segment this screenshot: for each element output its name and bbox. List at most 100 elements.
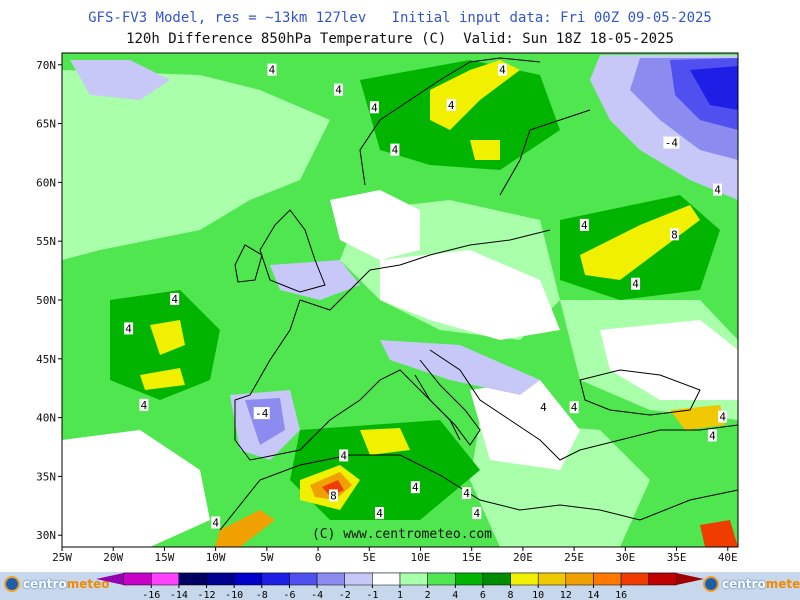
lat-label: 65N: [36, 118, 56, 131]
contour-label-box: [390, 143, 400, 156]
coast-blacksea: [579, 369, 701, 416]
contour-label: 4: [571, 401, 578, 414]
legend-label: -8: [256, 590, 268, 600]
contour-label-box: [410, 481, 420, 494]
contour-label-box: [663, 136, 680, 149]
contour-label-box: [211, 516, 221, 529]
contour-label: 4: [709, 429, 716, 442]
shade-white-sw: [62, 430, 210, 547]
contour-label: 4: [125, 322, 132, 335]
contour-label-box: [170, 293, 180, 305]
legend-label: 14: [587, 590, 599, 600]
contour-label-box: [707, 429, 717, 442]
shade-yellow-atlantic: [150, 320, 185, 355]
map-frame-group: 25W 20W 15W 10W 5W 0 5E 10E 15E 20E 25E 30E 35E 40E 7…: [36, 52, 739, 564]
contour-label: 4: [719, 411, 726, 424]
legend-label: 12: [560, 590, 572, 600]
contour-label: 4: [463, 487, 470, 500]
shade-blue-alps: [380, 340, 540, 395]
contour-label: 4: [335, 84, 342, 97]
legend-swatch: [593, 572, 622, 586]
lon-label: 35E: [667, 551, 687, 564]
contour-label-box: [339, 449, 349, 462]
legend-swatch: [648, 572, 677, 586]
lat-label: 45N: [36, 353, 56, 366]
contour-label: 4: [632, 278, 639, 291]
legend-labels: -16 -14 -12 -10 -8 -6 -4 -2 -1 1 2 4 6 8 10 12 14 16: [142, 585, 627, 600]
longitude-labels: 25W 20W 15W 10W 5W 0 5E 10E 15E 20E 25E 30E 35E 40E: [52, 551, 738, 564]
legend-swatch: [151, 572, 180, 586]
shade-orange-sw: [215, 510, 275, 547]
legend-swatch: [206, 572, 235, 586]
shade-white-nsea: [330, 190, 420, 260]
contour-label: 4: [171, 293, 178, 306]
brand-left: centro meteo: [4, 574, 109, 594]
lon-label: 25W: [52, 551, 72, 564]
coast-scandinavia: [359, 57, 591, 196]
contour-label-box: [497, 63, 507, 76]
lat-label: 35N: [36, 470, 56, 483]
field-title: 120h Difference 850hPa Temperature (C) V…: [126, 31, 674, 47]
lat-label: 30N: [36, 529, 56, 542]
color-legend: -16 -14 -12 -10 -8 -6 -4 -2 -1 1 2 4 6 8 10 12 14 16: [96, 572, 704, 600]
brand-right-part2: meteo: [765, 577, 800, 591]
contour-label-box: [328, 489, 338, 502]
legend-swatches: [96, 572, 704, 586]
contour-label-box: [631, 277, 641, 290]
legend-label: 16: [615, 590, 627, 600]
contour-label: 4: [448, 99, 455, 112]
lon-label: 5W: [260, 551, 274, 564]
legend-label: -16: [142, 590, 160, 600]
legend-swatch: [316, 572, 345, 586]
brand-left-part1: centro: [23, 577, 67, 591]
legend-label: -1: [366, 590, 378, 600]
copyright-text: (C) www.centrometeo.com: [312, 527, 492, 542]
contour-label-box: [472, 507, 482, 520]
legend-label: -14: [170, 590, 188, 600]
lon-label: 40E: [718, 551, 738, 564]
legend-label: 4: [452, 590, 458, 600]
contour-label: 4: [714, 184, 721, 197]
legend-label: 10: [532, 590, 544, 600]
shade-yellow-atlantic2: [140, 368, 185, 390]
lat-label: 70N: [36, 59, 56, 72]
legend-label: 6: [480, 590, 486, 600]
legend-swatch: [620, 572, 649, 586]
contour-label-box: [375, 507, 385, 520]
shade-white-central: [380, 250, 560, 340]
shade-yellow-scandinavia2: [470, 140, 500, 160]
contour-label: 4: [392, 144, 399, 157]
legend-swatch: [510, 572, 539, 586]
contour-label-box: [253, 407, 270, 420]
lon-label: 10W: [206, 551, 226, 564]
lat-label: 50N: [36, 294, 56, 307]
legend-label: -4: [311, 590, 323, 600]
legend-swatch: [676, 573, 704, 585]
contour-label: 8: [330, 489, 337, 502]
contour-label-box: [538, 401, 548, 414]
coast-ireland: [234, 244, 263, 283]
contour-label: 4: [540, 401, 547, 414]
legend-swatch: [399, 572, 428, 586]
shade-blue-greenland: [70, 60, 170, 100]
lat-label: 40N: [36, 412, 56, 425]
contour-label-box: [446, 98, 456, 111]
shade-blue-uk: [270, 260, 360, 300]
contour-label: 4: [269, 64, 276, 77]
contour-label: 4: [340, 449, 347, 462]
lon-label: 15W: [154, 551, 174, 564]
shade-blue-nw-russia-core: [690, 66, 738, 110]
shade-white-east: [600, 320, 738, 400]
brand-right-part1: centro: [722, 577, 766, 591]
lon-label: 20E: [513, 551, 533, 564]
shade-white-balkan: [470, 380, 580, 470]
coast-europe: [234, 229, 738, 461]
legend-label: -6: [283, 590, 295, 600]
lon-label: 15E: [462, 551, 482, 564]
contour-label-box: [267, 63, 277, 76]
lat-label: 60N: [36, 176, 56, 189]
legend-label: -10: [225, 590, 243, 600]
shade-yellow-russia: [580, 205, 700, 280]
brand-logo-icon: [4, 576, 20, 592]
legend-label: 8: [508, 590, 514, 600]
